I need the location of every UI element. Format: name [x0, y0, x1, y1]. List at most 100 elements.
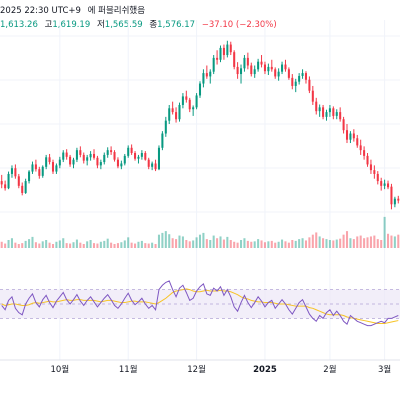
candle-body	[151, 163, 154, 167]
volume-bar	[349, 238, 352, 248]
candle-body	[175, 112, 178, 120]
volume-bar	[34, 242, 37, 248]
candle-body	[393, 198, 396, 205]
volume-bar	[339, 238, 342, 248]
close-label: 종	[149, 20, 158, 30]
volume-bar	[58, 240, 61, 248]
rsi-line	[1, 280, 399, 327]
volume-bar	[363, 238, 366, 248]
change-value: −37.10 (−2.30%)	[201, 20, 277, 30]
candle-body	[123, 155, 126, 164]
volume-bar	[342, 234, 345, 248]
candle-body	[298, 75, 301, 82]
volume-bar	[287, 242, 290, 248]
candle-body	[294, 81, 297, 86]
candle-body	[209, 71, 212, 77]
volume-bar	[294, 240, 297, 248]
volume-bar	[345, 231, 349, 248]
volume-bar	[274, 242, 277, 248]
volume-bar	[127, 237, 130, 248]
candle-body	[192, 107, 195, 110]
low-label: 저	[96, 20, 105, 30]
high-value: 1,619.19	[52, 20, 91, 30]
candle-body	[267, 66, 270, 72]
candle-body	[308, 79, 311, 91]
candle-body	[356, 138, 359, 146]
volume-bar	[134, 243, 137, 248]
candle-body	[38, 169, 41, 176]
candle-body	[397, 198, 400, 201]
volume-bar	[69, 243, 72, 248]
candle-body	[216, 57, 219, 60]
volume-bar	[55, 241, 58, 248]
candle-body	[65, 152, 68, 157]
candle-body	[154, 163, 157, 170]
volume-bar	[45, 240, 48, 248]
candle-body	[366, 155, 369, 165]
volume-bar	[65, 243, 68, 248]
candle-body	[31, 164, 34, 172]
volume-bar	[120, 242, 123, 248]
candle-body	[28, 171, 31, 182]
candle-body	[185, 96, 188, 100]
candle-body	[127, 147, 130, 156]
volume-bar	[226, 236, 229, 248]
candles	[0, 40, 400, 210]
volume-bar	[328, 240, 331, 248]
x-tick-label: 3월	[378, 364, 391, 375]
candle-body	[14, 168, 17, 177]
candle-body	[328, 108, 331, 113]
volume-bar	[17, 244, 20, 248]
volume-bar	[236, 242, 239, 248]
candle-body	[4, 184, 7, 189]
candle-body	[51, 162, 55, 172]
volume-bar	[157, 234, 160, 248]
volume-bar	[82, 244, 85, 248]
candle-body	[318, 107, 321, 112]
volume-bar	[41, 241, 44, 248]
volume-bar	[110, 242, 113, 248]
candle-body	[45, 157, 48, 167]
volume-bar	[209, 240, 212, 248]
candle-body	[363, 150, 366, 156]
open-value: 1,613.26	[0, 20, 38, 30]
candle-body	[120, 163, 123, 167]
candle-body	[147, 159, 150, 167]
volume-bar	[284, 241, 287, 248]
candle-body	[205, 73, 208, 77]
volume-bar	[171, 238, 174, 248]
volume-bar	[359, 235, 362, 248]
volume-bar	[147, 243, 150, 248]
candle-body	[274, 69, 277, 77]
candle-body	[233, 52, 236, 67]
candle-body	[253, 69, 256, 75]
candle-body	[106, 150, 109, 155]
volume-bar	[277, 241, 280, 248]
candle-body	[144, 153, 147, 160]
candle-body	[383, 183, 386, 186]
volume-bar	[181, 236, 184, 248]
volume-bar	[383, 216, 386, 248]
volume-bar	[24, 240, 27, 248]
candle-body	[99, 162, 102, 166]
candle-body	[277, 71, 280, 77]
volume-bar	[92, 243, 96, 248]
volume-bar	[397, 234, 400, 248]
x-tick-label: 10월	[51, 364, 70, 375]
volume-bar	[188, 241, 191, 248]
volume-bar	[151, 242, 154, 248]
volume-bar	[267, 241, 270, 248]
candle-body	[376, 173, 379, 182]
volume-bar	[96, 243, 99, 248]
volume-bar	[270, 240, 273, 248]
volume-bar	[103, 240, 106, 248]
candle-body	[380, 181, 383, 186]
volume-bar	[144, 243, 147, 248]
candle-body	[226, 44, 229, 56]
volume-bar	[106, 238, 109, 248]
volume-bar	[332, 240, 335, 248]
candle-body	[287, 69, 290, 78]
candle-body	[157, 147, 160, 170]
volume-bar	[10, 238, 13, 248]
